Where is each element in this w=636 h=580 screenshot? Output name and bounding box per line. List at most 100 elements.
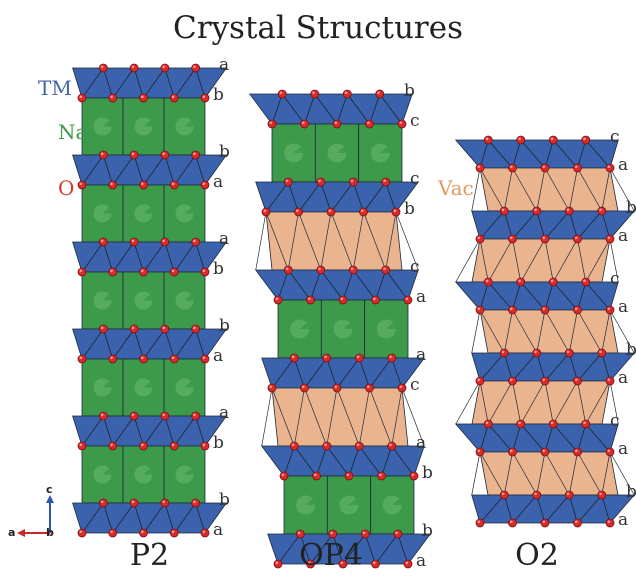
oxygen-highlight (202, 530, 206, 534)
oxygen-atom (160, 498, 170, 508)
oxygen-atom (332, 119, 342, 129)
o2-layer-2-tm-tri (536, 210, 571, 240)
p2-layer-9-na-na-notch (143, 467, 153, 475)
oxygen-atom (316, 265, 326, 275)
p2-layer-8-tm-tri (133, 415, 166, 447)
oxygen-highlight (542, 307, 546, 311)
oxygen-atom (483, 135, 493, 145)
oxygen-atom (261, 207, 271, 217)
oxygen-highlight (607, 378, 611, 382)
p2-stacking-label: b (219, 142, 230, 162)
oxygen-atom (377, 471, 386, 481)
p2-stacking-label: b (213, 85, 224, 105)
oxygen-atom (581, 135, 591, 145)
op4-layer-3-vac-edge (385, 211, 397, 271)
o2-layer-7-vac-edge (609, 380, 619, 425)
oxygen-highlight (162, 413, 165, 417)
oxygen-atom (322, 353, 332, 363)
oxygen-highlight (485, 421, 489, 425)
oxygen-atom (139, 180, 148, 190)
o2-layer-1-vac-edge (536, 167, 546, 212)
o2-layer-7-vac-edge (585, 380, 611, 425)
o2-stacking-label: c (610, 127, 620, 147)
p2-stacking-label: b (219, 316, 230, 336)
oxygen-highlight (566, 208, 570, 212)
p2-layer-5-na-na-notch (102, 293, 112, 301)
p2-layer-2-tm-tri (164, 154, 197, 186)
oxygen-atom (393, 529, 403, 539)
oxygen-atom (597, 490, 607, 500)
oxygen-atom (381, 265, 391, 275)
oxygen-highlight (193, 239, 196, 243)
p2-stacking-label: b (213, 433, 224, 453)
oxygen-atom (129, 63, 139, 73)
oxygen-atom (77, 180, 87, 190)
op4-layer-8-tm-tri (293, 445, 328, 477)
oxygen-highlight (308, 561, 311, 565)
p2-layer-4-tm-tri (164, 241, 197, 273)
oxygen-highlight (510, 236, 513, 240)
oxygen-atom (540, 305, 550, 315)
op4-layer-7-vac-edge (304, 387, 328, 447)
op4-layer-2-tm-tri (255, 181, 290, 213)
p2-layer-3-na-na-notch (143, 206, 153, 214)
oxygen-atom (605, 376, 615, 386)
op4-layer-3-vac-edge (320, 211, 332, 271)
oxygen-atom (397, 119, 407, 129)
oxygen-atom (338, 295, 348, 305)
op4-layer-8-tm-tri (260, 445, 295, 477)
oxygen-atom (129, 237, 139, 247)
p2-layer-8-tm-tri (72, 415, 105, 447)
oxygen-highlight (501, 208, 505, 212)
p2-stacking-label: a (219, 229, 230, 249)
oxygen-highlight (202, 269, 206, 273)
oxygen-atom (359, 207, 368, 217)
oxygen-atom (354, 353, 364, 363)
oxygen-atom (129, 324, 139, 334)
oxygen-atom (77, 528, 87, 538)
oxygen-atom (605, 518, 615, 528)
oxygen-highlight (171, 356, 175, 360)
oxygen-highlight (330, 531, 333, 535)
oxygen-highlight (131, 500, 135, 504)
oxygen-highlight (399, 121, 403, 125)
p2-layer-0-tm-tri (195, 67, 228, 99)
o2-stacking-label: a (618, 226, 629, 246)
p2-layer-2-tm-tri (133, 154, 166, 186)
o2-layer-6-tm-tri (471, 352, 506, 382)
oxygen-highlight (334, 385, 338, 389)
oxygen-atom (573, 518, 582, 528)
oxygen-highlight (162, 152, 165, 156)
oxygen-atom (169, 354, 179, 364)
o2-layer-9-vac-edge (471, 451, 481, 496)
op4-layer-3-vac-edge (287, 211, 299, 271)
oxygen-atom (564, 348, 574, 358)
legend-o-label: O (58, 176, 75, 200)
o2-layer-0-tm-tri (552, 139, 587, 169)
oxygen-atom (279, 471, 289, 481)
oxygen-atom (328, 529, 338, 539)
oxygen-atom (191, 411, 201, 421)
op4-layer-6-tm-tri (293, 357, 328, 389)
oxygen-atom (306, 295, 315, 305)
o2-layer-4-tm-tri (519, 281, 554, 311)
op4-stacking-label: c (410, 169, 420, 189)
oxygen-highlight (193, 152, 196, 156)
oxygen-highlight (171, 530, 175, 534)
o2-layer-2-tm-tri (471, 210, 506, 240)
oxygen-atom (108, 267, 118, 277)
op4-layer-9-na-na-notch (349, 498, 359, 505)
oxygen-highlight (389, 443, 392, 447)
oxygen-atom (499, 206, 509, 216)
o2-layer-10-tm-tri (601, 494, 636, 524)
oxygen-highlight (518, 421, 521, 425)
oxygen-atom (540, 234, 550, 244)
oxygen-highlight (162, 239, 165, 243)
oxygen-atom (200, 354, 210, 364)
oxygen-highlight (79, 443, 83, 447)
o2-stacking-label: a (618, 297, 629, 317)
op4-stacking-label: b (422, 463, 433, 483)
p2-layer-1-na-na-notch (143, 119, 153, 127)
oxygen-atom (348, 177, 358, 187)
